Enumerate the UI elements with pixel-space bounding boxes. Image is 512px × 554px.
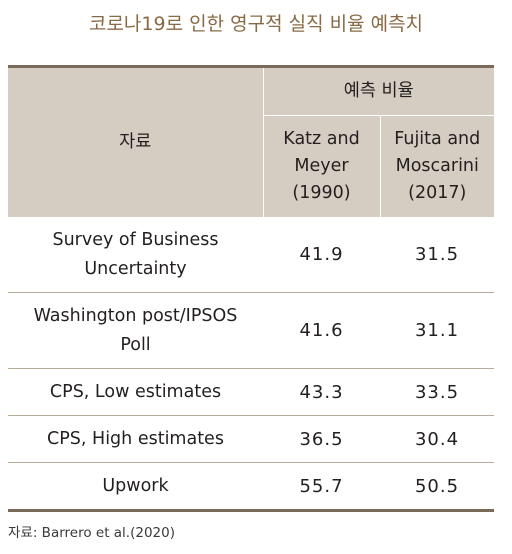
table-row: CPS, High estimates 36.5 30.4 [8,415,494,463]
row-source-cell: CPS, Low estimates [8,368,263,416]
fujita-moscarini-column-header: Fujita and Moscarini (2017) [380,115,494,217]
katz-value-cell: 43.3 [263,368,380,416]
table-row: Washington post/IPSOS Poll 41.6 31.1 [8,292,494,369]
column-header-line: (2017) [408,183,467,203]
katz-value-cell: 41.9 [263,217,380,293]
table-row: CPS, Low estimates 43.3 33.5 [8,368,494,416]
fujita-value-cell: 33.5 [380,368,494,416]
fujita-value-cell: 30.4 [380,415,494,463]
column-header-line: (1990) [292,183,351,203]
row-source-line: Washington post/IPSOS [33,305,238,326]
row-source-line: Poll [120,334,151,355]
row-source-line: Uncertainty [84,258,187,279]
row-source-line: Survey of Business [52,229,219,250]
column-header-line: Katz and [283,129,360,149]
row-source-cell: Upwork [8,462,263,512]
table-header: 자료 예측 비율 Katz and Meyer (1990) Fujita an… [8,65,494,217]
column-header-line: Fujita and [394,129,481,149]
fujita-value-cell: 50.5 [380,462,494,512]
table-row: Upwork 55.7 50.5 [8,462,494,512]
katz-meyer-column-header: Katz and Meyer (1990) [263,115,381,217]
row-source-cell: CPS, High estimates [8,415,263,463]
forecast-table: 자료 예측 비율 Katz and Meyer (1990) Fujita an… [8,65,494,512]
forecast-group-header: 예측 비율 [263,65,494,116]
fujita-value-cell: 31.5 [380,217,494,293]
katz-value-cell: 41.6 [263,292,380,369]
column-header-line: Meyer [294,156,349,176]
row-source-cell: Survey of Business Uncertainty [8,217,263,293]
row-source-cell: Washington post/IPSOS Poll [8,292,263,369]
column-header-line: Moscarini [395,156,479,176]
source-note: 자료: Barrero et al.(2020) [8,525,175,541]
page-title: 코로나19로 인한 영구적 실직 비율 예측치 [88,13,424,35]
katz-value-cell: 55.7 [263,462,380,512]
table-row: Survey of Business Uncertainty 41.9 31.5 [8,217,494,293]
fujita-value-cell: 31.1 [380,292,494,369]
katz-value-cell: 36.5 [263,415,380,463]
source-column-header: 자료 [8,65,264,217]
